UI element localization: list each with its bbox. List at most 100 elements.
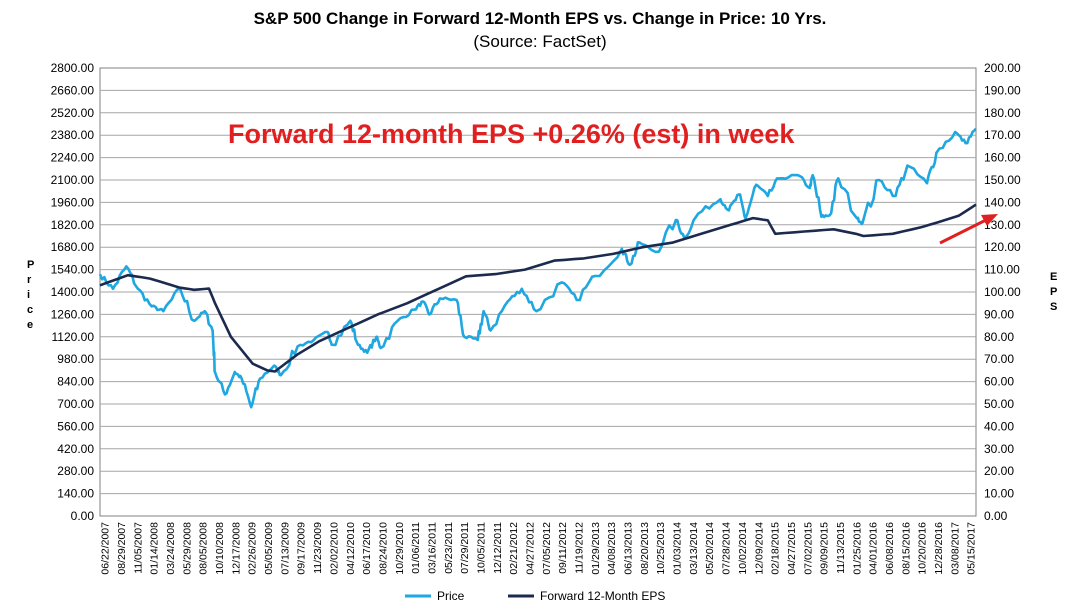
x-tick-label: 08/20/2013 (639, 522, 651, 575)
x-tick-label: 04/27/2012 (525, 522, 537, 575)
x-tick-label: 11/19/2012 (574, 522, 586, 574)
chart-title: S&P 500 Change in Forward 12-Month EPS v… (254, 9, 827, 28)
y-left-tick-label: 280.00 (57, 464, 94, 478)
y-right-tick-label: 170.00 (984, 128, 1021, 142)
annotation-arrow (939, 214, 998, 245)
series-line-forward-eps (99, 203, 977, 373)
y-left-tick-label: 560.00 (57, 419, 94, 433)
y-left-tick-label: 2660.00 (51, 83, 95, 97)
x-tick-label: 10/02/2014 (737, 522, 749, 575)
legend-label: Price (437, 589, 465, 603)
x-tick-label: 02/18/2015 (770, 522, 782, 575)
y-left-tick-label: 700.00 (57, 397, 94, 411)
x-tick-label: 04/01/2016 (868, 522, 880, 575)
x-tick-label: 07/02/2015 (802, 522, 814, 575)
x-tick-label: 08/05/2008 (198, 522, 210, 575)
legend-label: Forward 12-Month EPS (540, 589, 665, 603)
x-tick-label: 01/06/2011 (410, 522, 422, 574)
x-tick-label: 07/13/2009 (279, 522, 291, 575)
x-tick-label: 04/08/2013 (606, 522, 618, 575)
y-left-tick-label: 1540.00 (51, 263, 95, 277)
x-tick-label: 05/05/2009 (263, 522, 275, 575)
x-tick-label: 12/28/2016 (933, 522, 945, 575)
y-right-tick-label: 200.00 (984, 61, 1021, 75)
gridlines (100, 89, 976, 495)
y-right-tick-label: 100.00 (984, 285, 1021, 299)
x-tick-label: 09/17/2009 (296, 522, 308, 575)
y-right-tick-label: 40.00 (984, 419, 1014, 433)
x-tick-label: 01/29/2013 (590, 522, 602, 575)
y-right-tick-label: 160.00 (984, 151, 1021, 165)
x-tick-label: 10/20/2016 (917, 522, 929, 575)
y-left-tick-label: 2800.00 (51, 61, 95, 75)
x-tick-label: 11/13/2015 (835, 522, 847, 574)
y-left-tick-label: 1260.00 (51, 307, 95, 321)
y-right-tick-label: 10.00 (984, 487, 1014, 501)
y-right-tick-label: 110.00 (984, 263, 1020, 277)
y-right-tick-label: 150.00 (984, 173, 1021, 187)
y-left-tick-label: 840.00 (57, 375, 94, 389)
y-right-tick-label: 190.00 (984, 83, 1021, 97)
y-left-tick-label: 1120.00 (52, 330, 95, 344)
y-right-tick-label: 180.00 (984, 106, 1021, 120)
annotation-text: Forward 12-month EPS +0.26% (est) in wee… (228, 119, 795, 149)
y-left-tick-label: 1960.00 (51, 195, 95, 209)
y-left-tick-label: 2100.00 (51, 173, 95, 187)
x-tick-label: 12/09/2014 (753, 522, 765, 575)
y-right-tick-label: 60.00 (984, 375, 1014, 389)
x-tick-label: 04/12/2010 (345, 522, 357, 575)
y-right-tick-label: 130.00 (984, 218, 1021, 232)
y-right-tick-label: 0.00 (984, 509, 1008, 523)
x-tick-label: 10/10/2008 (214, 522, 226, 575)
x-tick-label: 06/13/2013 (623, 522, 635, 575)
x-tick-label: 09/11/2012 (557, 522, 569, 574)
y-left-tick-label: 420.00 (57, 442, 94, 456)
x-tick-label: 05/23/2011 (443, 522, 455, 574)
x-tick-label: 06/22/2007 (100, 522, 112, 575)
x-tick-label: 06/17/2010 (361, 522, 373, 575)
y-left-tick-label: 1680.00 (51, 240, 95, 254)
y-right-tick-label: 30.00 (984, 442, 1014, 456)
y-right-tick-label: 80.00 (984, 330, 1014, 344)
x-tick-label: 04/27/2015 (786, 522, 798, 575)
y-right-tick-label: 90.00 (984, 307, 1014, 321)
series-layer (98, 127, 977, 409)
y-axis-right-ticks: 0.00 10.00 20.00 30.00 40.00 50.00 60.00 70.00 8… (984, 61, 1021, 523)
chart-subtitle: (Source: FactSet) (473, 32, 606, 51)
x-axis-ticks: 06/22/2007 08/29/2007 11/05/2007 01/14/2008… (100, 522, 978, 575)
x-tick-label: 03/24/2008 (165, 522, 177, 575)
series-line-price (98, 127, 977, 409)
y-right-tick-label: 120.00 (984, 240, 1021, 254)
x-tick-label: 02/21/2012 (508, 522, 520, 575)
x-tick-label: 08/29/2007 (116, 522, 128, 575)
x-tick-label: 11/05/2007 (132, 522, 144, 574)
y-right-tick-label: 20.00 (984, 464, 1014, 478)
x-tick-label: 07/29/2011 (459, 522, 471, 574)
x-tick-label: 07/05/2012 (541, 522, 553, 575)
y-left-tick-label: 0.00 (71, 509, 95, 523)
x-tick-label: 02/26/2009 (247, 522, 259, 575)
y-left-tick-label: 980.00 (57, 352, 94, 366)
x-tick-label: 07/28/2014 (721, 522, 733, 575)
x-tick-label: 12/12/2011 (492, 522, 504, 574)
x-tick-label: 12/17/2008 (230, 522, 242, 575)
x-tick-label: 09/09/2015 (819, 522, 831, 575)
x-tick-label: 10/29/2010 (394, 522, 406, 575)
x-tick-label: 08/24/2010 (377, 522, 389, 575)
x-tick-label: 03/16/2011 (426, 522, 438, 574)
x-tick-label: 02/02/2010 (328, 522, 340, 575)
x-tick-label: 03/13/2014 (688, 522, 700, 575)
x-tick-label: 06/08/2016 (884, 522, 896, 575)
y-left-tick-label: 1820.00 (51, 218, 95, 232)
y-right-tick-label: 140.00 (984, 195, 1021, 209)
x-tick-label: 01/14/2008 (149, 522, 161, 575)
legend: Price Forward 12-Month EPS (405, 589, 665, 603)
y-left-tick-label: 2380.00 (51, 128, 95, 142)
x-tick-label: 05/20/2014 (704, 522, 716, 575)
x-tick-label: 01/03/2014 (672, 522, 684, 575)
y-right-tick-label: 50.00 (984, 397, 1014, 411)
y-left-tick-label: 2240.00 (51, 151, 95, 165)
y-axis-left-ticks: 0.00 140.00 280.00 420.00 560.00 700.00 840.00… (51, 61, 95, 523)
